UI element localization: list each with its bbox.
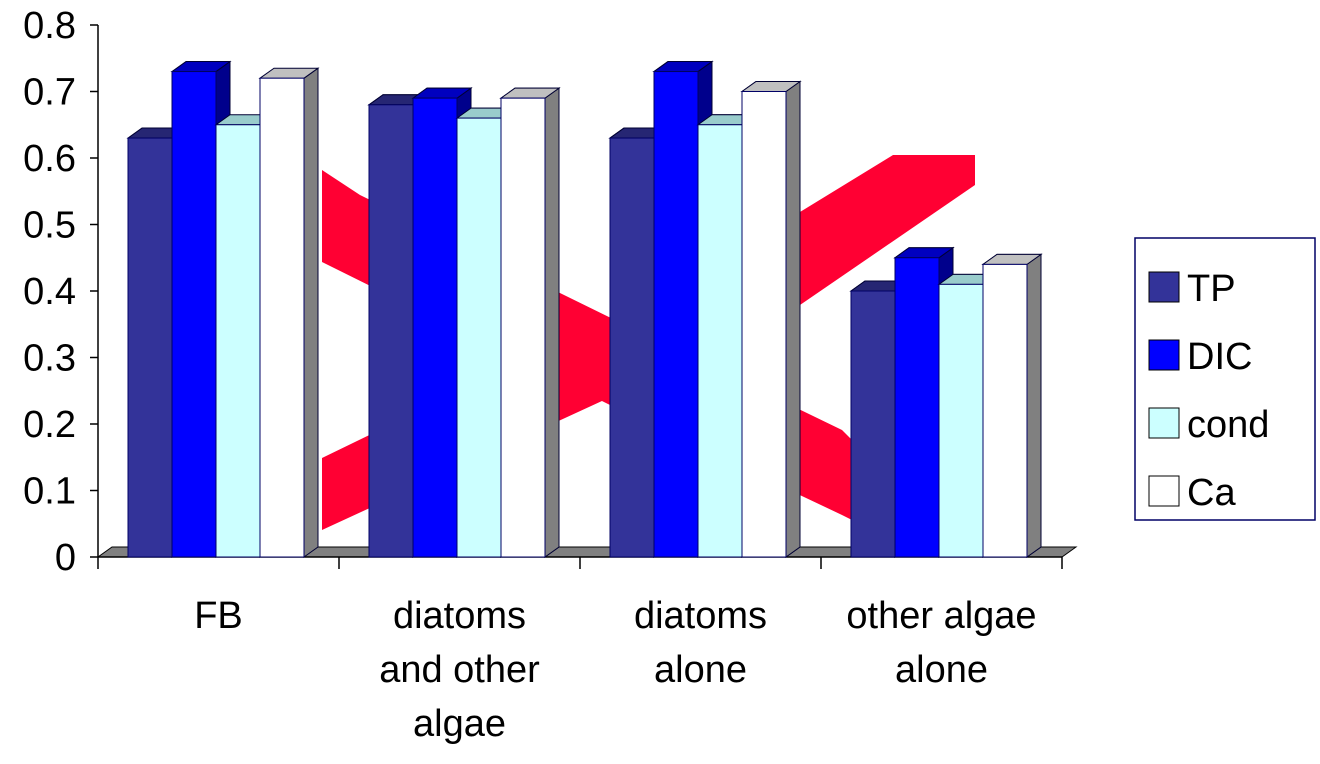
y-tick-label: 0.2 bbox=[23, 404, 76, 446]
category-label: other algae bbox=[846, 595, 1036, 637]
bar-dic-0 bbox=[171, 71, 217, 558]
bar-side bbox=[785, 80, 801, 558]
bar-ca-2 bbox=[741, 91, 787, 558]
legend-label: cond bbox=[1187, 404, 1269, 446]
bar-dic-1 bbox=[412, 97, 458, 558]
category-label: algae bbox=[413, 703, 506, 745]
legend-label: DIC bbox=[1187, 336, 1252, 378]
legend-label: Ca bbox=[1187, 472, 1236, 514]
y-tick-label: 0.1 bbox=[23, 471, 76, 513]
category-label: alone bbox=[654, 649, 747, 691]
bar-tp-0 bbox=[127, 137, 173, 558]
bar-cond-1 bbox=[456, 117, 502, 558]
legend-swatch-tp bbox=[1148, 271, 1180, 303]
bar-side bbox=[1026, 253, 1042, 558]
bar-cond-2 bbox=[697, 124, 743, 558]
y-tick-label: 0.3 bbox=[23, 338, 76, 380]
bar-cond-3 bbox=[938, 283, 984, 558]
bar-tp-1 bbox=[368, 104, 414, 558]
bar-dic-3 bbox=[894, 257, 940, 558]
bar-ca-3 bbox=[982, 263, 1028, 558]
category-label: diatoms bbox=[393, 595, 526, 637]
bar-side bbox=[544, 87, 560, 558]
bar-side bbox=[303, 67, 319, 558]
bar-tp-2 bbox=[609, 137, 655, 558]
category-label: and other bbox=[379, 649, 540, 691]
legend-swatch-ca bbox=[1148, 475, 1180, 507]
bar-ca-0 bbox=[259, 77, 305, 558]
legend-label: TP bbox=[1187, 268, 1236, 310]
legend-swatch-dic bbox=[1148, 339, 1180, 371]
y-tick-label: 0.7 bbox=[23, 72, 76, 114]
y-tick-label: 0.4 bbox=[23, 271, 76, 313]
bar-dic-2 bbox=[653, 71, 699, 558]
y-tick-label: 0 bbox=[55, 537, 76, 579]
bar-cond-0 bbox=[215, 124, 261, 558]
category-label: FB bbox=[194, 595, 243, 637]
legend-swatch-cond bbox=[1148, 407, 1180, 439]
y-tick-label: 0.6 bbox=[23, 138, 76, 180]
bar-tp-3 bbox=[850, 290, 896, 558]
category-label: alone bbox=[895, 649, 988, 691]
category-label: diatoms bbox=[634, 595, 767, 637]
y-tick-label: 0.8 bbox=[23, 5, 76, 47]
bar-ca-1 bbox=[500, 97, 546, 558]
y-tick-label: 0.5 bbox=[23, 205, 76, 247]
